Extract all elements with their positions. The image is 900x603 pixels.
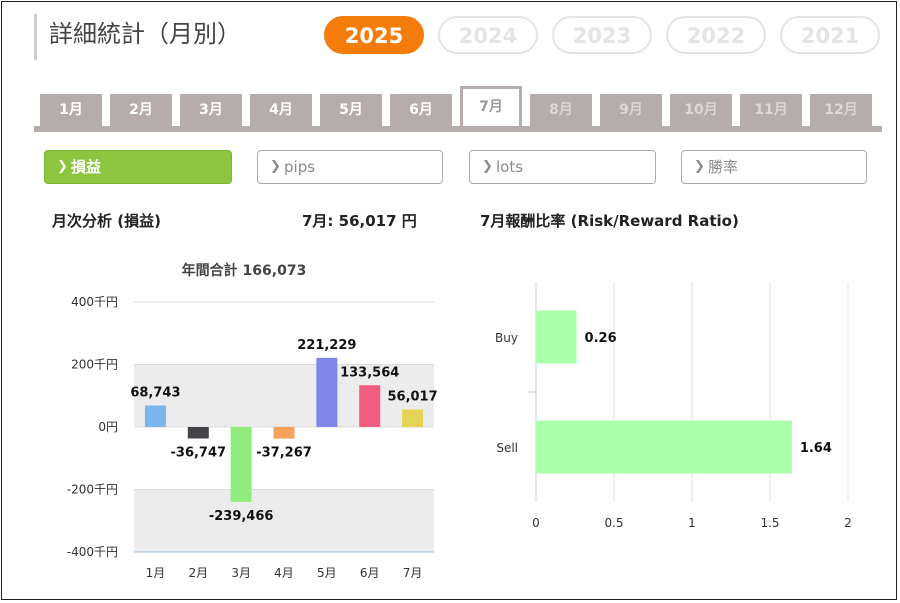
year-button-2023[interactable]: 2023 [552, 16, 652, 54]
x-tick-label: 0 [532, 516, 540, 530]
tab-month-1[interactable]: 1月 [40, 94, 102, 126]
chevron-right-icon: ❯ [57, 159, 68, 174]
tab-month-11[interactable]: 11月 [740, 94, 802, 126]
bar [273, 427, 295, 439]
chevron-right-icon: ❯ [270, 159, 281, 174]
chart-title: 年間合計 166,073 [182, 262, 307, 279]
metric-tab-label: lots [496, 158, 524, 176]
bar [316, 357, 338, 427]
chevron-right-icon: ❯ [482, 159, 493, 174]
data-label: 56,017 [387, 389, 437, 404]
monthly-profit-chart: 400千円 200千円 0円 -200千円 -400千円 年間合計 166,073 68,7… [67, 262, 438, 580]
bar [144, 405, 166, 427]
y-tick-label: 200千円 [71, 358, 118, 372]
chevron-right-icon: ❯ [694, 159, 705, 174]
rr-ratio-chart: 0 0.5 1 1.5 2 0.26 Buy 1.64 Sell [495, 282, 852, 530]
y-tick-label: Sell [496, 441, 518, 455]
data-label: 133,564 [340, 365, 399, 380]
x-tick-label: 2 [844, 516, 852, 530]
metric-tab-label: 勝率 [708, 158, 739, 176]
tab-month-5[interactable]: 5月 [320, 94, 382, 126]
x-tick-label: 0.5 [604, 516, 623, 530]
x-tick-label: 1.5 [760, 516, 779, 530]
bar [536, 420, 792, 474]
bar [359, 385, 381, 427]
tab-month-9[interactable]: 9月 [600, 94, 662, 126]
bar [536, 310, 577, 364]
y-tick-label: Buy [495, 331, 518, 345]
tab-month-10[interactable]: 10月 [670, 94, 732, 126]
y-tick-label: 400千円 [71, 295, 118, 309]
bar [230, 427, 252, 502]
y-tick-label: 0円 [98, 420, 118, 434]
tab-month-3[interactable]: 3月 [180, 94, 242, 126]
metric-tab-pips[interactable]: ❯ pips [257, 150, 443, 184]
year-button-2024[interactable]: 2024 [438, 16, 538, 54]
month-tabs: 1月 2月 3月 4月 5月 6月 7月 8月 9月 10月 11月 12月 [34, 86, 882, 132]
metric-tab-winrate[interactable]: ❯ 勝率 [681, 150, 867, 184]
x-tick-label: 3月 [231, 566, 251, 580]
y-tick-label: -200千円 [67, 483, 118, 497]
data-label: -37,267 [256, 446, 312, 461]
plot-band [134, 364, 434, 427]
tab-month-4[interactable]: 4月 [250, 94, 312, 126]
metric-tab-lots[interactable]: ❯ lots [469, 150, 656, 184]
x-tick-label: 4月 [274, 566, 294, 580]
year-button-2021[interactable]: 2021 [780, 16, 880, 54]
x-tick-label: 6月 [360, 566, 380, 580]
data-label: -239,466 [209, 509, 274, 524]
bar [402, 409, 424, 427]
metric-tab-profit[interactable]: ❯ 損益 [44, 150, 232, 184]
data-label: -36,747 [171, 445, 227, 460]
data-label: 221,229 [297, 338, 356, 353]
monthly-analysis-title: 月次分析 (損益) [52, 212, 161, 230]
x-tick-label: 2月 [188, 566, 208, 580]
page-title: 詳細統計（月別） [34, 14, 241, 60]
x-tick-label: 7月 [403, 566, 423, 580]
tab-month-2[interactable]: 2月 [110, 94, 172, 126]
rr-title: 7月報酬比率 (Risk/Reward Ratio) [480, 212, 739, 230]
tab-month-6[interactable]: 6月 [390, 94, 452, 126]
x-tick-label: 5月 [317, 566, 337, 580]
tab-month-12[interactable]: 12月 [810, 94, 872, 126]
tab-month-8[interactable]: 8月 [530, 94, 592, 126]
y-tick-label: -400千円 [67, 545, 118, 559]
data-label: 0.26 [585, 331, 617, 346]
metric-tab-label: pips [284, 158, 316, 176]
year-button-2025[interactable]: 2025 [324, 16, 424, 54]
monthly-summary: 7月: 56,017 円 [302, 212, 417, 230]
plot-band [134, 489, 434, 552]
x-tick-label: 1月 [146, 566, 166, 580]
metric-tab-label: 損益 [71, 158, 102, 176]
year-button-2022[interactable]: 2022 [666, 16, 766, 54]
data-label: 68,743 [130, 386, 180, 401]
tab-month-7[interactable]: 7月 [460, 86, 522, 126]
bar [187, 427, 209, 439]
data-label: 1.64 [800, 441, 832, 456]
x-tick-label: 1 [688, 516, 696, 530]
